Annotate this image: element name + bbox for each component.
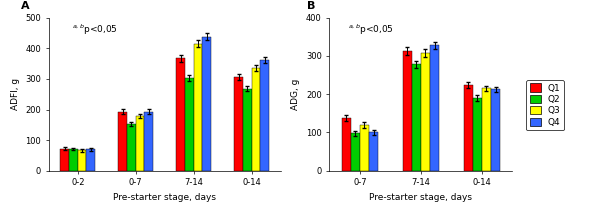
Y-axis label: ADG, g: ADG, g xyxy=(292,78,300,110)
Bar xyxy=(403,51,412,171)
Bar xyxy=(491,89,500,171)
Text: $^{a,b}$p<0,05: $^{a,b}$p<0,05 xyxy=(72,22,118,37)
Legend: Q1, Q2, Q3, Q4: Q1, Q2, Q3, Q4 xyxy=(526,80,564,130)
X-axis label: Pre-starter stage, days: Pre-starter stage, days xyxy=(113,193,216,202)
Bar xyxy=(234,77,243,171)
Bar xyxy=(243,89,251,171)
Bar xyxy=(87,149,95,171)
Bar xyxy=(342,118,351,171)
Bar xyxy=(430,45,439,171)
Bar xyxy=(412,64,421,171)
Bar xyxy=(60,149,69,171)
Bar xyxy=(194,44,203,171)
Bar xyxy=(421,53,430,171)
Text: A: A xyxy=(21,1,30,11)
Bar xyxy=(351,133,360,171)
Text: $^{a,b}$p<0,05: $^{a,b}$p<0,05 xyxy=(348,22,393,37)
X-axis label: Pre-starter stage, days: Pre-starter stage, days xyxy=(370,193,472,202)
Bar xyxy=(145,112,153,171)
Bar xyxy=(136,116,145,171)
Bar xyxy=(260,60,269,171)
Bar xyxy=(176,58,185,171)
Bar xyxy=(185,78,194,171)
Bar xyxy=(369,132,378,171)
Bar xyxy=(203,37,211,171)
Text: B: B xyxy=(307,1,316,11)
Bar xyxy=(473,98,482,171)
Bar xyxy=(464,85,473,171)
Bar xyxy=(127,124,136,171)
Bar xyxy=(482,88,491,171)
Bar xyxy=(69,149,78,171)
Y-axis label: ADFI, g: ADFI, g xyxy=(11,78,20,110)
Bar xyxy=(360,125,369,171)
Bar xyxy=(78,150,87,171)
Bar xyxy=(118,112,127,171)
Bar xyxy=(252,68,260,171)
